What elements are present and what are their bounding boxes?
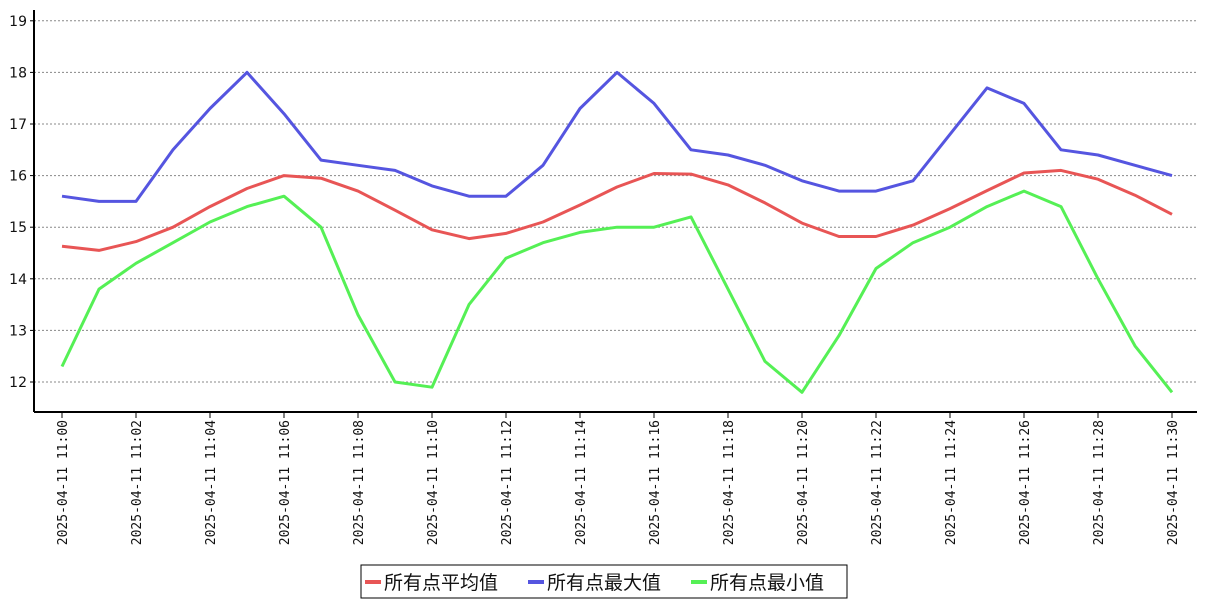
x-tick-label: 2025-04-11 11:16 [648,420,663,545]
x-tick-label: 2025-04-11 11:26 [1018,420,1033,545]
legend-label: 所有点最大值 [547,572,661,594]
y-tick-label: 12 [9,375,27,391]
series-line-3 [60,189,1174,394]
series-line-1 [61,168,1173,252]
y-axis-ticks: 12 13 14 15 16 17 18 19 [9,14,34,391]
x-tick-label: 2025-04-11 11:14 [574,420,589,545]
y-tick-label: 14 [9,272,27,288]
x-tick-label: 2025-04-11 11:28 [1092,420,1107,545]
gridlines [34,20,1197,383]
x-tick-label: 2025-04-11 11:00 [56,420,71,545]
x-tick-label: 2025-04-11 11:12 [500,420,515,545]
y-tick-label: 13 [9,323,27,339]
y-tick-label: 16 [9,169,27,185]
x-axis-ticks: 2025-04-11 11:00 2025-04-11 11:02 2025-04-… [56,412,1181,545]
x-tick-label: 2025-04-11 11:06 [278,420,293,545]
x-tick-label: 2025-04-11 11:22 [870,420,885,545]
x-tick-label: 2025-04-11 11:04 [204,420,219,545]
series-lines [60,70,1174,394]
legend-label: 所有点最小值 [710,572,824,594]
x-tick-label: 2025-04-11 11:24 [944,420,959,545]
x-tick-label: 2025-04-11 11:20 [796,420,811,545]
series-line-2 [61,70,1173,203]
x-tick-label: 2025-04-11 11:08 [352,420,367,545]
y-tick-label: 19 [9,14,27,30]
x-tick-label: 2025-04-11 11:30 [1166,420,1181,545]
legend-box [360,564,848,599]
x-tick-label: 2025-04-11 11:18 [722,420,737,545]
x-tick-label: 2025-04-11 11:02 [130,420,145,545]
y-tick-label: 18 [9,65,27,81]
y-tick-label: 17 [9,117,27,133]
y-tick-label: 15 [9,220,27,236]
legend: 所有点平均值 所有点最大值 所有点最小值 [360,564,848,599]
x-tick-label: 2025-04-11 11:10 [426,420,441,545]
legend-label: 所有点平均值 [384,572,498,594]
